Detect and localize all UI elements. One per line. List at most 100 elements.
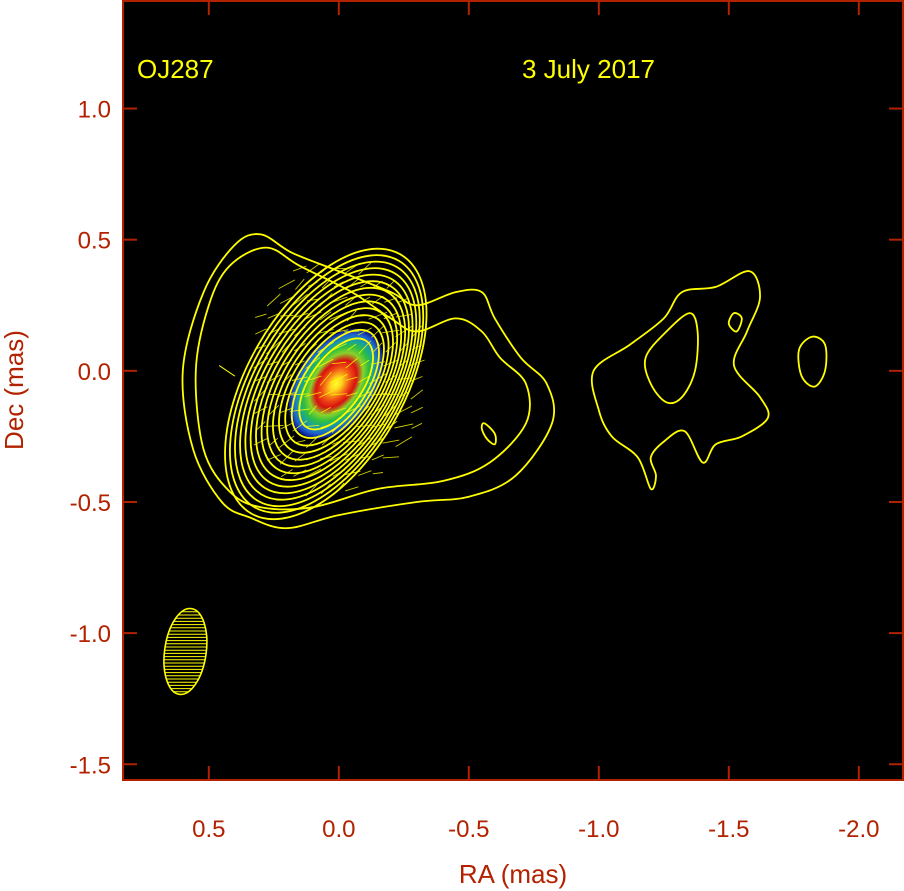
polarization-vector [320,483,331,495]
core-contour-line [255,286,407,481]
polarization-vector [304,311,322,320]
polarization-vector [268,404,280,416]
polarization-vector [255,421,266,431]
polarization-vector [370,361,385,365]
polarization-vector [280,407,294,414]
axis-ticks [123,1,903,780]
x-tick-label: -1.5 [708,816,749,843]
polarization-vector [266,374,281,383]
polarization-vector [294,326,306,337]
core-contour-line [234,260,421,508]
core-contour-line [266,300,399,468]
core-contour-line [249,280,410,488]
plot-content [158,233,828,696]
polarization-vector [330,343,347,352]
polarization-vector [320,455,332,459]
polarization-vector [360,359,370,367]
polarization-vector [398,341,409,353]
x-tick-label: -1.0 [578,816,619,843]
polarization-vector [281,374,292,384]
polarization-vector [360,405,370,415]
core-contour-line [224,247,428,521]
polarization-vector [263,424,284,427]
polarization-vector [293,469,307,477]
polarization-vector [306,263,320,274]
polarization-vector [255,345,267,350]
polarization-vector [279,435,295,448]
polarization-vector [292,265,307,272]
polarization-vector [294,439,306,444]
polarization-vector [305,454,320,461]
polarization-vector [305,356,321,370]
polarization-vector [398,358,409,368]
polarization-vector [356,424,373,428]
polarization-vector [357,327,372,336]
polarization-vector [343,440,361,443]
polarization-vector [397,377,411,380]
polarization-vector [295,278,305,290]
polarization-vector [291,312,309,319]
polarization-vector [345,453,359,461]
polarization-vector [358,374,372,383]
polarization-vector [278,328,295,335]
polarization-vector [332,469,346,477]
x-tick-label: -0.5 [448,816,489,843]
polarization-vector [294,360,305,366]
polarization-vector [333,482,345,496]
polarization-vector [289,408,310,412]
polarization-vector [291,376,308,381]
polarization-vector [329,296,348,304]
polarization-vector [372,437,384,446]
polarization-vector [304,391,322,398]
polarization-vector [333,281,344,288]
polarization-vector [331,407,347,413]
polarization-vector [308,405,317,415]
polarization-vector [398,391,409,398]
core-contour-line [284,321,385,447]
core-contour-line [278,314,390,454]
outer-knot-contours [590,270,828,491]
polarization-vector [372,295,384,305]
polarization-vector [346,376,358,381]
polarization-vector [317,329,334,334]
polarization-vector [358,340,372,354]
polarization-vector [369,373,387,385]
polarization-vector [320,407,331,414]
polarization-vector [395,405,413,415]
polarization-vector [320,311,332,321]
polarization-vector [279,450,294,465]
polarization-vector [370,423,386,429]
outer-knot-contour-line [590,270,770,491]
polarization-vector [320,468,332,478]
polarization-vector [410,389,424,400]
polarization-vector [317,358,334,368]
polarization-vector [372,280,383,288]
polarization-vector [292,420,308,432]
polarization-vector [329,311,349,321]
polarization-vector [308,327,317,336]
y-tick-label: 0.0 [78,359,111,386]
y-axis-title: Dec (mas) [0,330,29,450]
polarization-vector [411,325,422,338]
polarization-vector [266,340,282,355]
polarization-vector [373,342,383,352]
polarization-vector [281,360,292,366]
source-name-label: OJ287 [137,54,214,84]
polarization-vector [266,454,281,461]
polarization-vector [382,439,400,444]
polarization-vector [329,373,348,384]
polarization-vector [395,313,412,318]
y-tick-label: 0.5 [78,228,111,255]
polarization-vector [254,375,268,382]
polarization-vector [368,311,388,320]
polarization-vector [329,453,348,462]
x-tick-label: -2.0 [838,816,879,843]
polarization-vector [291,293,308,307]
polarization-vector [320,263,331,274]
polarization-vector [382,393,399,396]
polarization-vector [320,423,332,429]
y-tick-label: -1.0 [70,621,111,648]
polarization-vector [343,470,361,476]
polarization-vector [305,435,320,449]
polarization-vector [305,481,321,497]
